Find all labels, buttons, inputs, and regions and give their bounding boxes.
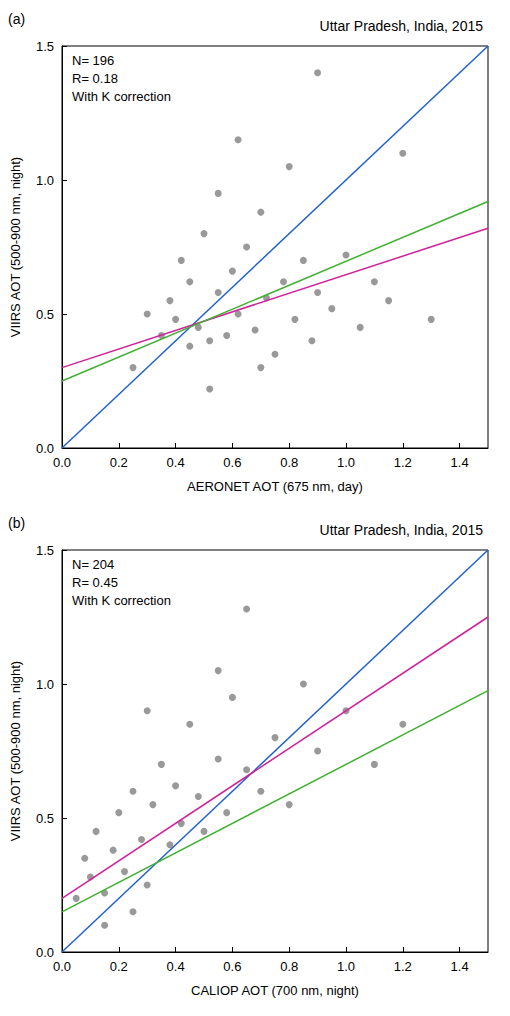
svg-text:CALIOP AOT (700 nm, night): CALIOP AOT (700 nm, night): [191, 983, 359, 998]
svg-text:1.0: 1.0: [36, 677, 54, 692]
svg-text:(b): (b): [8, 515, 25, 531]
svg-text:0.0: 0.0: [36, 945, 54, 960]
svg-text:1.0: 1.0: [36, 173, 54, 188]
svg-text:Uttar Pradesh, India, 2015: Uttar Pradesh, India, 2015: [320, 522, 484, 538]
svg-text:1.2: 1.2: [394, 959, 412, 974]
svg-text:R= 0.18: R= 0.18: [72, 71, 118, 86]
svg-text:0.6: 0.6: [223, 959, 241, 974]
svg-text:0.4: 0.4: [167, 959, 185, 974]
svg-text:0.0: 0.0: [36, 441, 54, 456]
svg-text:1.2: 1.2: [394, 455, 412, 470]
svg-text:(a): (a): [8, 11, 25, 27]
svg-text:0.6: 0.6: [223, 455, 241, 470]
svg-text:0.0: 0.0: [53, 455, 71, 470]
svg-text:0.8: 0.8: [280, 959, 298, 974]
svg-text:VIIRS AOT (500-900 nm, night): VIIRS AOT (500-900 nm, night): [8, 661, 23, 841]
svg-text:1.4: 1.4: [451, 959, 469, 974]
svg-text:With K correction: With K correction: [72, 593, 171, 608]
svg-text:0.5: 0.5: [36, 307, 54, 322]
svg-text:AERONET AOT (675 nm, day): AERONET AOT (675 nm, day): [187, 479, 363, 494]
svg-text:With K correction: With K correction: [72, 89, 171, 104]
svg-text:0.5: 0.5: [36, 811, 54, 826]
svg-text:1.0: 1.0: [337, 455, 355, 470]
svg-text:0.0: 0.0: [53, 959, 71, 974]
svg-text:N= 204: N= 204: [72, 557, 114, 572]
svg-text:0.2: 0.2: [110, 959, 128, 974]
svg-text:N= 196: N= 196: [72, 53, 114, 68]
svg-text:VIIRS AOT (500-900 nm, night): VIIRS AOT (500-900 nm, night): [8, 157, 23, 337]
svg-text:R= 0.45: R= 0.45: [72, 575, 118, 590]
svg-text:0.4: 0.4: [167, 455, 185, 470]
svg-text:0.8: 0.8: [280, 455, 298, 470]
svg-text:Uttar Pradesh, India, 2015: Uttar Pradesh, India, 2015: [320, 18, 484, 34]
svg-text:1.5: 1.5: [36, 39, 54, 54]
svg-text:1.0: 1.0: [337, 959, 355, 974]
svg-text:0.2: 0.2: [110, 455, 128, 470]
svg-text:1.4: 1.4: [451, 455, 469, 470]
svg-text:1.5: 1.5: [36, 543, 54, 558]
